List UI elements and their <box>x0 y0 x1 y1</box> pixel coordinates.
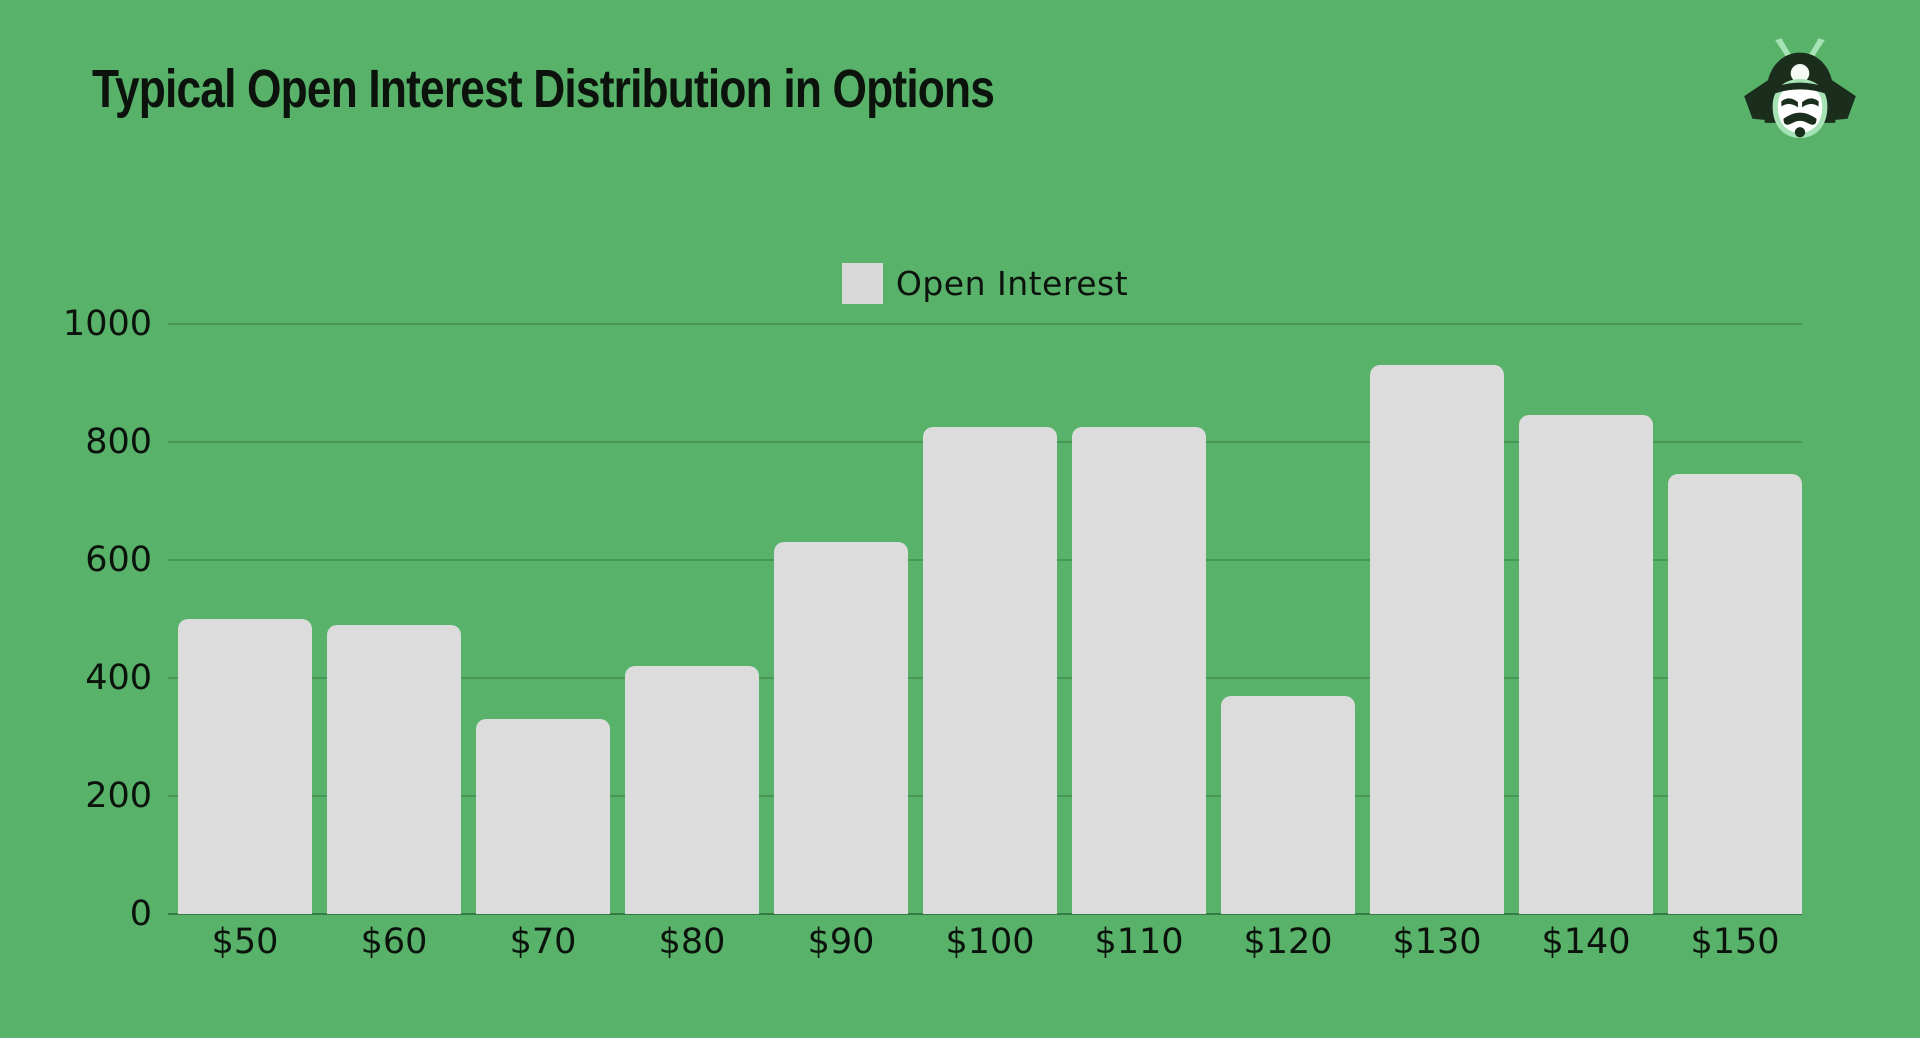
bar-70[interactable] <box>476 719 610 914</box>
x-tick-label-50: $50 <box>211 922 279 962</box>
y-tick-label-600: 600 <box>85 540 152 580</box>
bar-80[interactable] <box>625 666 759 914</box>
bar-110[interactable] <box>1072 427 1206 914</box>
x-tick-label-90: $90 <box>807 922 875 962</box>
x-tick-label-100: $100 <box>945 922 1035 962</box>
x-tick-label-130: $130 <box>1392 922 1482 962</box>
bar-90[interactable] <box>774 542 908 914</box>
bar-60[interactable] <box>327 624 461 914</box>
x-tick-label-70: $70 <box>509 922 577 962</box>
y-tick-label-800: 800 <box>85 422 152 462</box>
bar-140[interactable] <box>1519 415 1653 914</box>
x-tick-label-80: $80 <box>658 922 726 962</box>
y-tick-label-200: 200 <box>85 776 152 816</box>
y-tick-label-0: 0 <box>129 894 152 934</box>
bar-100[interactable] <box>923 427 1057 914</box>
page-title: Typical Open Interest Distribution in Op… <box>92 59 995 119</box>
bar-50[interactable] <box>178 619 312 914</box>
x-tick-label-60: $60 <box>360 922 428 962</box>
bar-120[interactable] <box>1221 695 1355 914</box>
x-tick-label-150: $150 <box>1690 922 1780 962</box>
y-tick-label-400: 400 <box>85 658 152 698</box>
gridline-1000 <box>168 323 1802 325</box>
legend[interactable]: Open Interest <box>168 263 1802 304</box>
x-tick-label-120: $120 <box>1243 922 1333 962</box>
bar-130[interactable] <box>1370 365 1504 914</box>
legend-label: Open Interest <box>895 264 1129 303</box>
samurai-helmet-logo-icon <box>1744 38 1856 138</box>
bar-150[interactable] <box>1668 474 1802 914</box>
x-tick-label-140: $140 <box>1541 922 1631 962</box>
x-tick-label-110: $110 <box>1094 922 1184 962</box>
legend-swatch <box>841 263 883 304</box>
gridline-0 <box>168 913 1802 915</box>
y-tick-label-1000: 1000 <box>62 304 152 344</box>
